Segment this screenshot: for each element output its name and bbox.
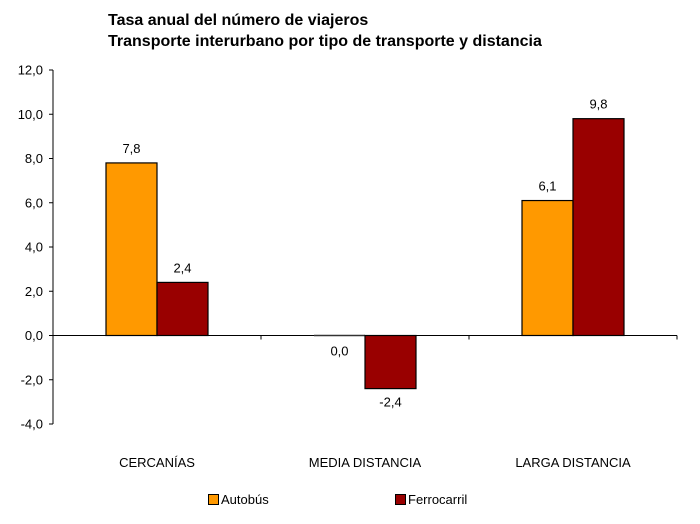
chart-title: Tasa anual del número de viajeros xyxy=(108,12,369,29)
legend-swatch-autobus xyxy=(208,494,219,505)
data-label: 2,4 xyxy=(173,260,191,275)
y-tick-label: -2,0 xyxy=(21,372,43,387)
bar-ferrocarril xyxy=(156,281,209,337)
data-label: -2,4 xyxy=(379,395,401,410)
y-tick-label: 10,0 xyxy=(18,107,43,122)
y-tick-label: 6,0 xyxy=(25,195,43,210)
y-tick-label: 2,0 xyxy=(25,284,43,299)
x-category-label: CERCANÍAS xyxy=(119,455,195,470)
y-tick-label: 12,0 xyxy=(18,63,43,78)
y-tick-label: 4,0 xyxy=(25,240,43,255)
x-category-label: LARGA DISTANCIA xyxy=(515,455,631,470)
legend-item-ferrocarril: Ferrocarril xyxy=(395,492,467,507)
y-tick-label: 0,0 xyxy=(25,328,43,343)
data-label: 9,8 xyxy=(589,97,607,112)
legend-swatch-ferrocarril xyxy=(395,494,406,505)
x-category-label: MEDIA DISTANCIA xyxy=(309,455,422,470)
bar-ferrocarril xyxy=(364,334,417,390)
legend-label-autobus: Autobús xyxy=(221,492,269,507)
legend-label-ferrocarril: Ferrocarril xyxy=(408,492,468,507)
y-tick-label: -4,0 xyxy=(21,417,43,432)
bar-ferrocarril xyxy=(572,118,625,337)
legend-item-autobus: Autobús xyxy=(208,492,269,507)
data-label: 7,8 xyxy=(122,141,140,156)
bar-autobús xyxy=(105,162,158,337)
y-tick-label: 8,0 xyxy=(25,151,43,166)
data-label: 0,0 xyxy=(330,344,348,359)
bar-autobús xyxy=(521,199,574,337)
chart-subtitle: Transporte interurbano por tipo de trans… xyxy=(108,33,542,50)
data-label: 6,1 xyxy=(538,179,556,194)
